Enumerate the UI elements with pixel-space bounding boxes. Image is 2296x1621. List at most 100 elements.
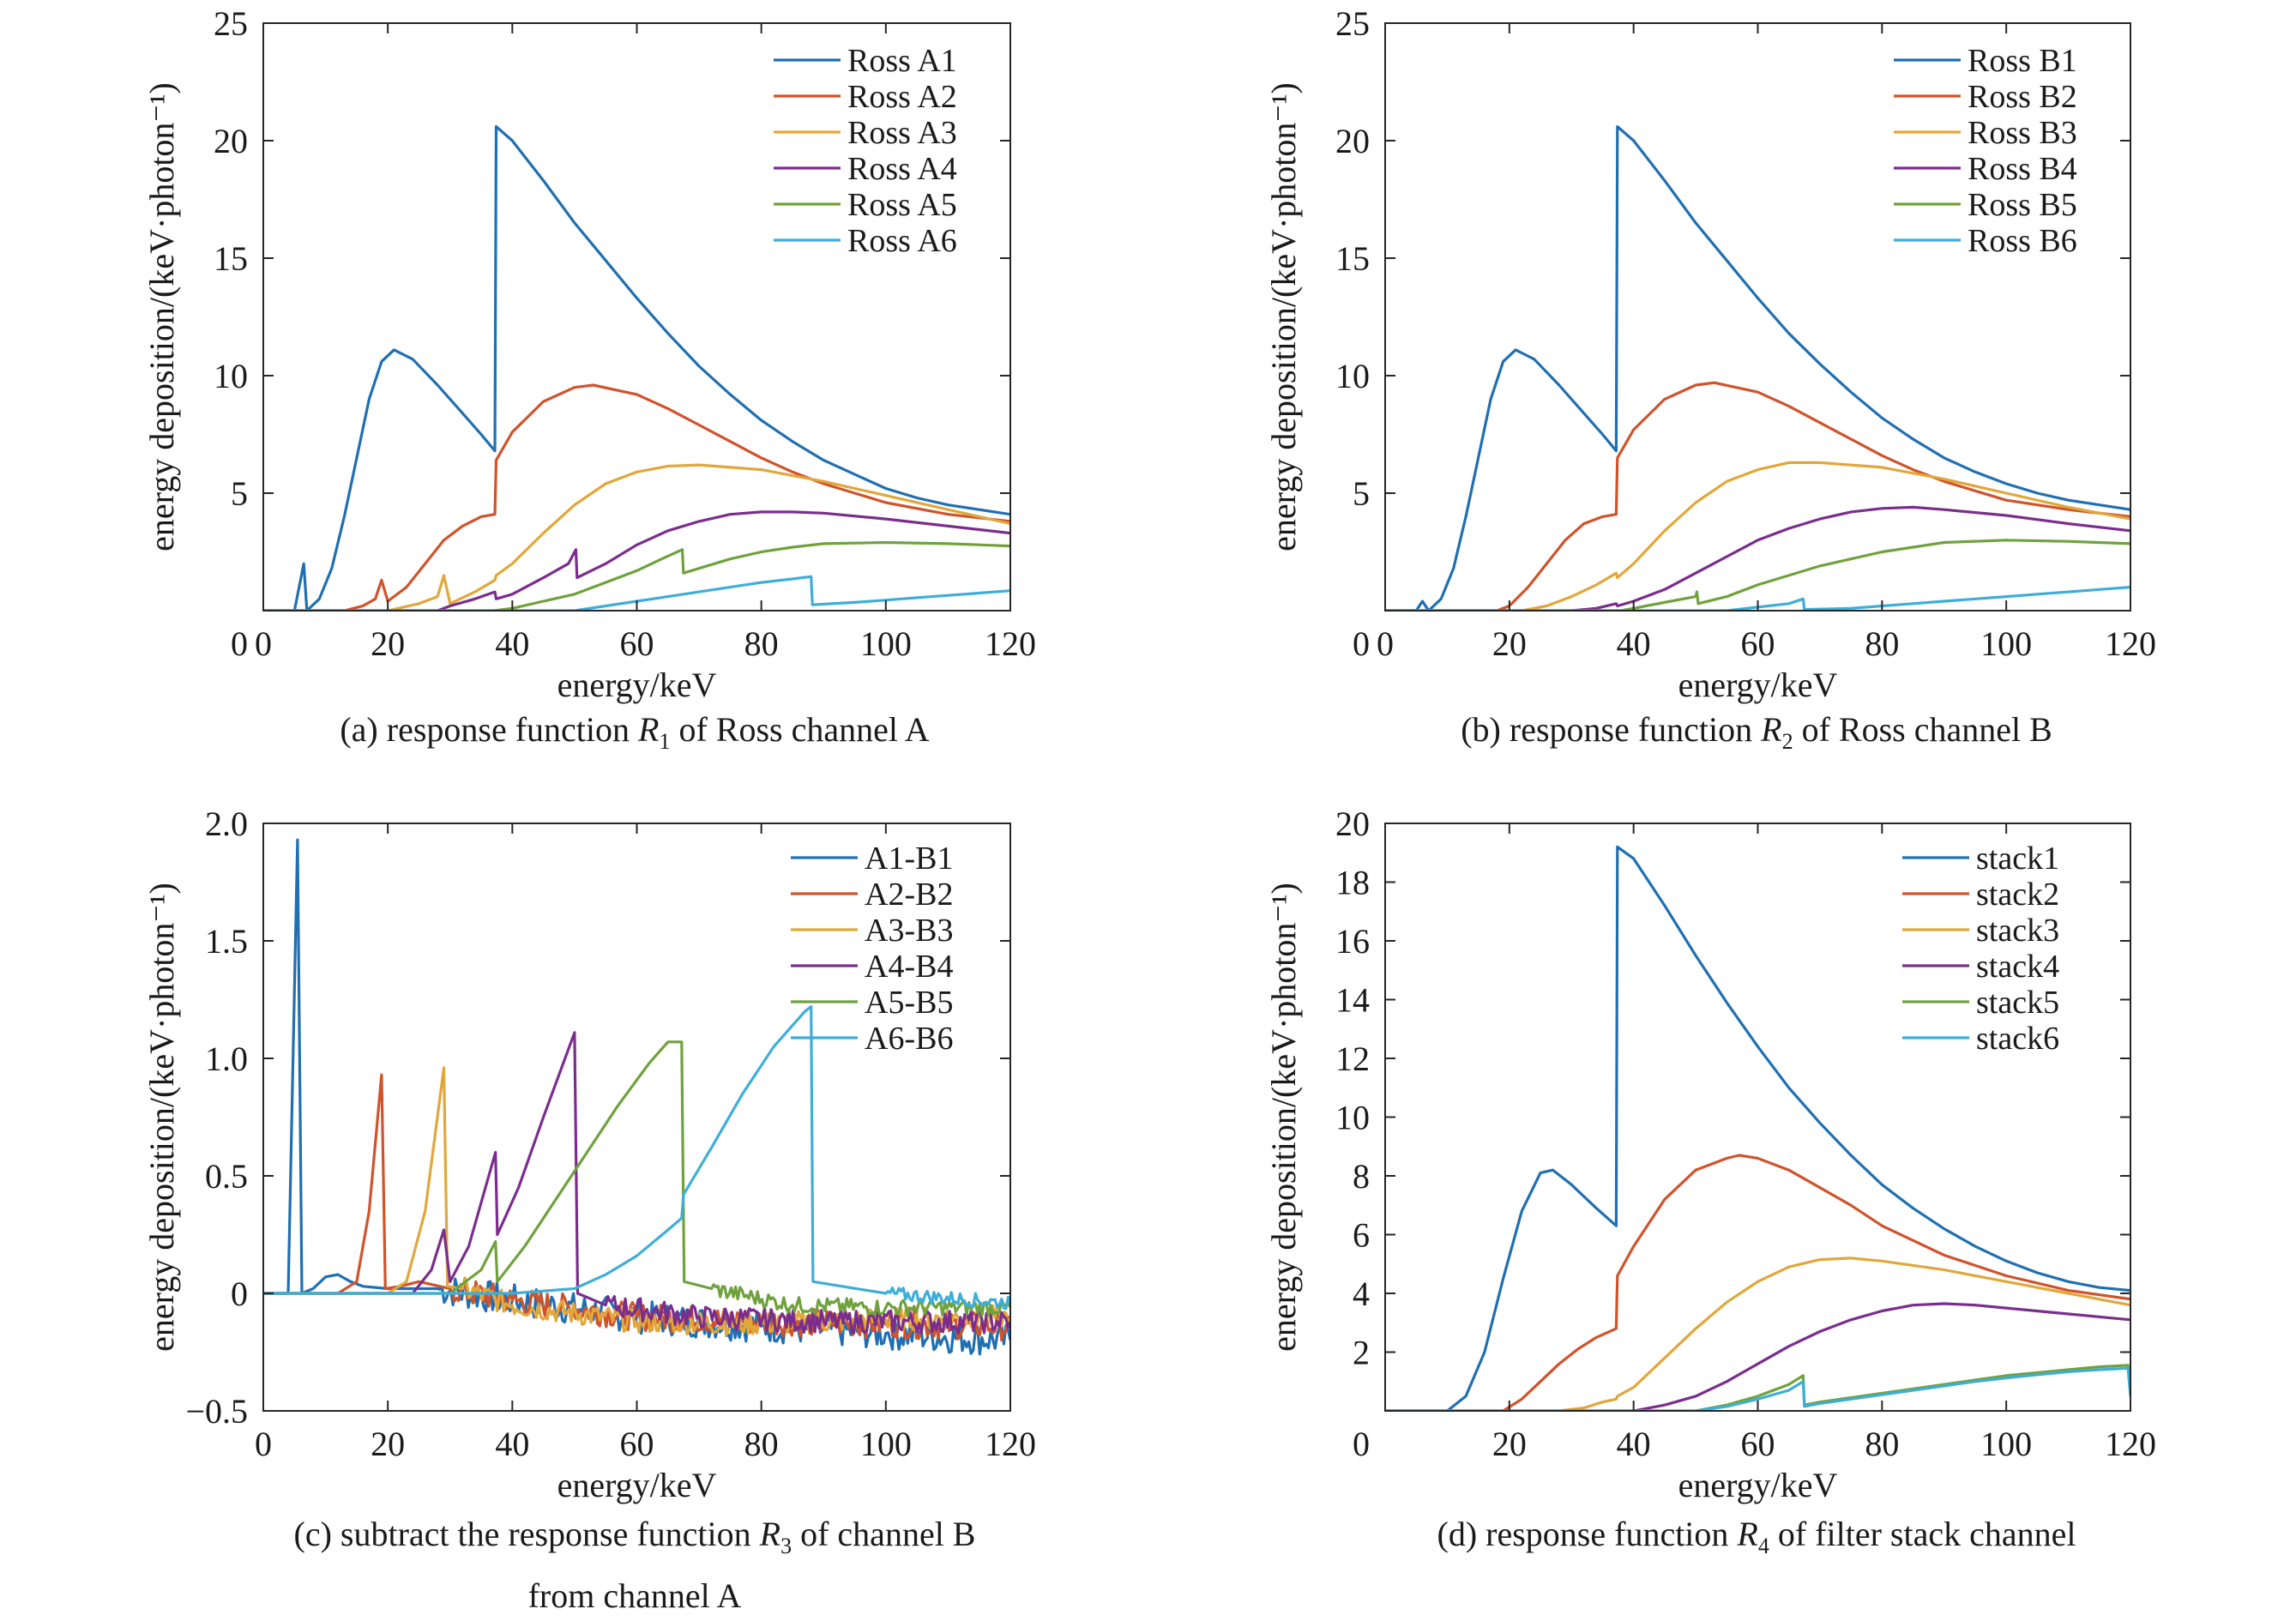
- legend-label: stack2: [1976, 877, 2059, 913]
- legend-label: stack6: [1976, 1021, 2059, 1057]
- y-tick-label: 18: [1335, 864, 1370, 902]
- caption-c: (c) subtract the response function R3 of…: [293, 1515, 976, 1615]
- x-tick-label: 60: [620, 624, 654, 663]
- x-tick-label: 60: [1741, 1425, 1775, 1463]
- x-tick-label: 80: [1865, 1425, 1899, 1463]
- series-line-2: [263, 1073, 1010, 1342]
- legend-label: Ross B1: [1968, 43, 2077, 79]
- y-tick-label: −0.5: [185, 1392, 248, 1431]
- series-line-4: [1385, 505, 2130, 611]
- y-tick-label: 16: [1335, 922, 1370, 961]
- series-group: [1385, 845, 2130, 1411]
- y-tick-label: 20: [1335, 804, 1370, 843]
- x-tick-label: 20: [1492, 1425, 1527, 1463]
- series-line-5: [1385, 1364, 2130, 1411]
- y-tick-label: 5: [231, 474, 248, 513]
- plot-c: 0 20 40 60 80 100 120−0.500.51.01.52.0energy/k…: [142, 804, 1036, 1504]
- x-tick-label: 60: [620, 1425, 654, 1463]
- y-tick-label: 0: [231, 1275, 248, 1313]
- legend-label: Ross A2: [847, 79, 957, 115]
- series-group: [263, 838, 1010, 1356]
- series-line-3: [1385, 461, 2130, 611]
- series-line-1: [263, 125, 1010, 611]
- legend-label: Ross A3: [847, 115, 957, 151]
- series-group: [1385, 125, 2130, 611]
- x-tick-label: 80: [1865, 624, 1899, 663]
- y-tick-label: 20: [1335, 122, 1370, 160]
- y-tick-label: 10: [214, 357, 248, 395]
- x-tick-label: 40: [1617, 624, 1651, 663]
- legend-label: Ross A6: [847, 223, 957, 259]
- y-tick-label: 0.5: [205, 1157, 248, 1196]
- y-tick-label: 20: [214, 122, 248, 160]
- legend-label: A2-B2: [865, 877, 953, 913]
- x-tick-label: 0: [1377, 624, 1394, 663]
- y-tick-label: 2.0: [205, 804, 248, 843]
- legend-label: stack1: [1976, 841, 2059, 877]
- legend-label: A5-B5: [865, 985, 953, 1021]
- legend-label: A6-B6: [865, 1021, 953, 1057]
- y-tick-label: 10: [1335, 357, 1370, 395]
- x-tick-label: 80: [744, 1425, 779, 1463]
- y-tick-label: 0: [1353, 624, 1370, 663]
- x-axis-label: energy/keV: [1678, 1466, 1838, 1504]
- series-group: [263, 125, 1010, 611]
- series-line-4: [1385, 1302, 2130, 1411]
- series-line-5: [263, 1040, 1010, 1317]
- y-tick-label: 14: [1335, 981, 1370, 1020]
- series-line-6: [1385, 1366, 2130, 1411]
- x-axis-label: energy/keV: [557, 666, 717, 704]
- legend-label: Ross A5: [847, 187, 957, 223]
- x-tick-label: 120: [2105, 1425, 2156, 1463]
- x-tick-label: 60: [1741, 624, 1775, 663]
- y-tick-label: 15: [1335, 239, 1370, 278]
- y-axis-label: energy deposition/(keV·photon⁻¹): [142, 82, 181, 551]
- plot-a: 0 20 40 60 80 100 120 0 5 10 15 20 25 energy/keV energ…: [142, 4, 1036, 704]
- x-tick-label: 120: [2105, 624, 2156, 663]
- y-tick-label: 12: [1335, 1039, 1370, 1078]
- legend-label: A1-B1: [865, 841, 953, 877]
- y-tick-label: 1.0: [205, 1039, 248, 1078]
- caption-a: (a) response function R1 of Ross channel…: [340, 710, 930, 754]
- series-line-6: [263, 575, 1010, 611]
- legend-label: Ross B3: [1968, 115, 2077, 151]
- series-line-1: [1385, 845, 2130, 1411]
- x-tick-label: 80: [744, 624, 779, 663]
- plot-b: 0 20 40 60 80 100 120 0 5 10 15 20 25 energy/keV energ…: [1264, 4, 2156, 704]
- y-tick-label: 15: [214, 239, 248, 278]
- x-tick-label: 0: [255, 624, 272, 663]
- legend-label: Ross A1: [847, 43, 957, 79]
- y-tick-label: 4: [1353, 1275, 1370, 1313]
- x-tick-label: 120: [985, 624, 1036, 663]
- y-axis-label: energy deposition/(keV·photon⁻¹): [142, 883, 181, 1352]
- x-tick-label: 40: [495, 1425, 529, 1463]
- x-tick-label: 100: [860, 1425, 912, 1463]
- y-tick-label: 2: [1353, 1334, 1370, 1372]
- series-line-6: [263, 1005, 1010, 1311]
- y-tick-label: 8: [1353, 1157, 1370, 1196]
- series-line-5: [1385, 539, 2130, 611]
- series-line-5: [263, 540, 1010, 611]
- legend-label: A4-B4: [865, 949, 953, 985]
- series-line-3: [1385, 1256, 2130, 1411]
- series-line-4: [263, 1031, 1010, 1335]
- x-tick-label: 40: [1617, 1425, 1651, 1463]
- x-tick-label: 20: [371, 624, 405, 663]
- series-line-2: [1385, 381, 2130, 611]
- legend-label: Ross B5: [1968, 187, 2077, 223]
- x-tick-label: 100: [1980, 624, 2032, 663]
- y-tick-label: 0: [1353, 1425, 1370, 1463]
- legend-label: stack4: [1976, 949, 2059, 985]
- legend-label: Ross B4: [1968, 151, 2077, 187]
- y-tick-label: 25: [214, 4, 248, 43]
- x-tick-label: 0: [255, 1425, 272, 1463]
- x-tick-label: 20: [1492, 624, 1527, 663]
- caption-b: (b) response function R2 of Ross channel…: [1461, 710, 2052, 754]
- legend-label: Ross B2: [1968, 79, 2077, 115]
- x-tick-label: 100: [1980, 1425, 2032, 1463]
